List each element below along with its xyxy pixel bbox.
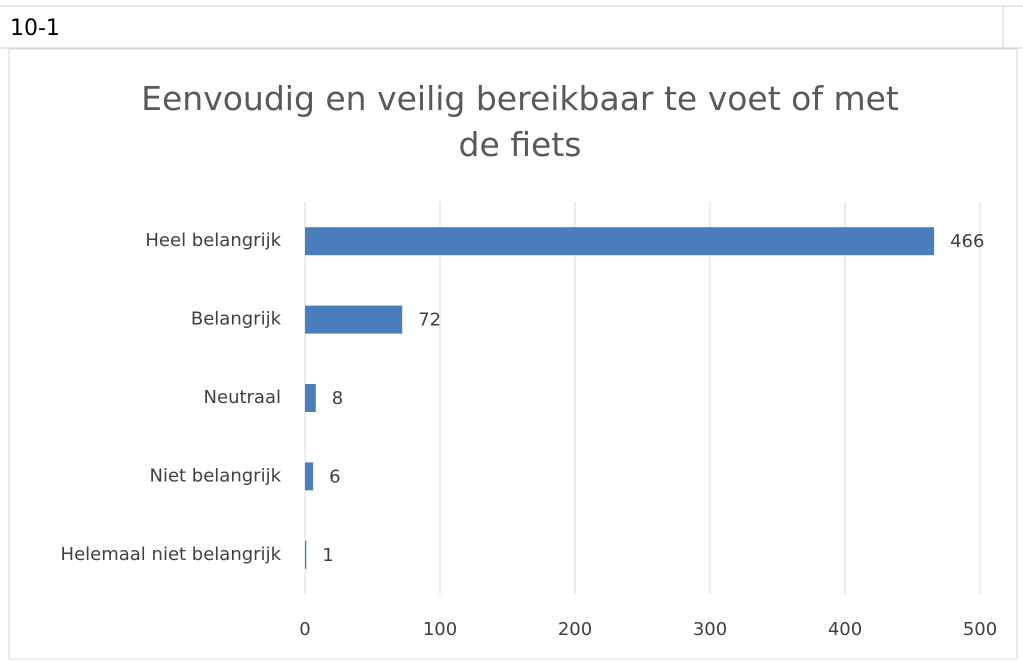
data-label: 1 [322,545,333,566]
y-tick-label: Helemaal niet belangrijk [61,544,282,565]
y-tick-label: Neutraal [204,387,281,408]
chart-title: Eenvoudig en veilig bereikbaar te voet o… [141,79,899,164]
bar [305,540,307,569]
bar [305,384,316,412]
x-tick-label: 200 [558,619,592,640]
data-label: 8 [332,388,343,409]
x-tick-label: 0 [299,619,310,640]
bar [305,227,935,256]
data-label: 72 [418,310,441,331]
data-label: 6 [329,466,340,487]
chart-area [8,48,1018,660]
x-tick-label: 100 [423,619,457,640]
y-tick-label: Belangrijk [191,309,282,330]
x-tick-label: 500 [963,619,997,640]
cell-label: 10-1 [10,16,60,41]
x-tick-label: 300 [693,619,727,640]
bar [305,462,314,491]
bar [305,305,403,334]
x-tick-label: 400 [828,619,862,640]
y-tick-label: Niet belangrijk [149,465,281,486]
data-label: 466 [950,231,984,252]
y-tick-label: Heel belangrijk [145,230,281,251]
